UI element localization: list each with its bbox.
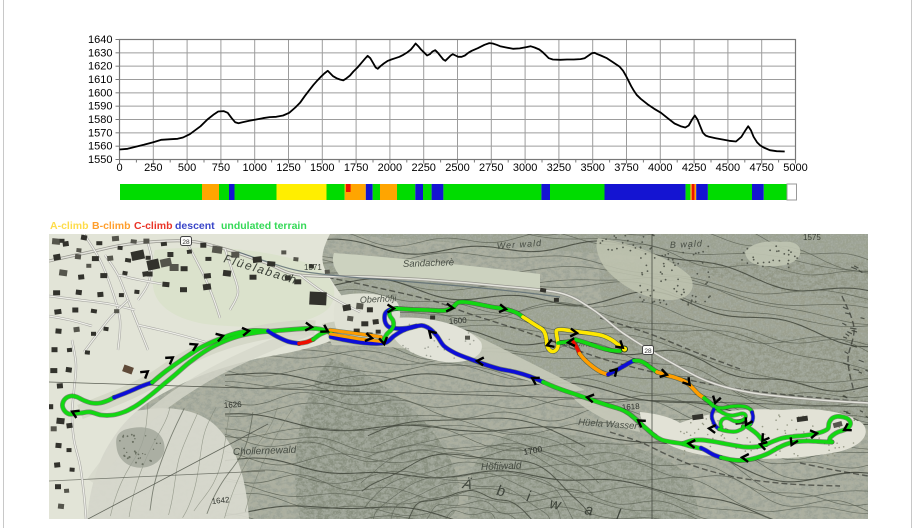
svg-text:1750: 1750 — [344, 162, 368, 174]
svg-text:Oberhöfji: Oberhöfji — [360, 293, 398, 305]
svg-text:1000: 1000 — [242, 162, 266, 174]
svg-text:l: l — [615, 506, 622, 523]
svg-text:Wer wald: Wer wald — [496, 238, 542, 251]
svg-text:750: 750 — [212, 162, 230, 174]
svg-text:1618: 1618 — [622, 402, 641, 412]
svg-text:3250: 3250 — [547, 162, 571, 174]
svg-text:2500: 2500 — [445, 162, 469, 174]
svg-text:a: a — [583, 501, 594, 519]
svg-text:4500: 4500 — [716, 162, 740, 174]
svg-text:1250: 1250 — [276, 162, 300, 174]
svg-text:1630: 1630 — [88, 47, 112, 59]
svg-text:1620: 1620 — [88, 61, 112, 73]
svg-text:1640: 1640 — [88, 34, 112, 46]
svg-text:1550: 1550 — [88, 154, 112, 166]
svg-text:descent: descent — [175, 220, 215, 232]
svg-text:1560: 1560 — [88, 141, 112, 153]
svg-text:1575: 1575 — [803, 233, 821, 242]
svg-text:1610: 1610 — [88, 74, 112, 86]
svg-text:w: w — [548, 495, 563, 514]
svg-text:2000: 2000 — [378, 162, 402, 174]
svg-text:Sandacherè: Sandacherè — [403, 257, 455, 270]
svg-text:4000: 4000 — [648, 162, 672, 174]
svg-text:3750: 3750 — [614, 162, 638, 174]
svg-text:28: 28 — [182, 239, 190, 246]
svg-text:5000: 5000 — [783, 162, 807, 174]
svg-text:Ä: Ä — [460, 475, 473, 493]
svg-text:1570: 1570 — [88, 127, 112, 139]
svg-text:2250: 2250 — [411, 162, 435, 174]
svg-text:undulated terrain: undulated terrain — [221, 220, 307, 232]
svg-text:3500: 3500 — [580, 162, 604, 174]
svg-text:Chollernewald: Chollernewald — [233, 445, 297, 458]
svg-text:B wald: B wald — [670, 238, 703, 250]
svg-text:1590: 1590 — [88, 101, 112, 113]
svg-text:28: 28 — [644, 348, 652, 355]
svg-text:0: 0 — [116, 162, 122, 174]
svg-text:Hüela Wasser: Hüela Wasser — [578, 417, 639, 432]
svg-text:1700: 1700 — [523, 444, 544, 457]
svg-text:3000: 3000 — [513, 162, 537, 174]
svg-text:1571: 1571 — [304, 263, 322, 272]
svg-text:b: b — [495, 482, 506, 500]
svg-text:B-climb: B-climb — [92, 220, 131, 232]
svg-text:500: 500 — [178, 162, 196, 174]
svg-text:4750: 4750 — [749, 162, 773, 174]
svg-text:1580: 1580 — [88, 114, 112, 126]
svg-text:250: 250 — [144, 162, 162, 174]
svg-text:4250: 4250 — [682, 162, 706, 174]
svg-text:2750: 2750 — [479, 162, 503, 174]
svg-text:1626: 1626 — [224, 400, 243, 410]
svg-text:Höfjiwald: Höfjiwald — [481, 461, 522, 473]
svg-text:A-climb: A-climb — [50, 220, 89, 232]
svg-text:C-climb: C-climb — [134, 220, 173, 232]
svg-text:1600: 1600 — [88, 87, 112, 99]
svg-text:i: i — [525, 488, 532, 505]
svg-text:1600: 1600 — [449, 316, 468, 326]
svg-text:1500: 1500 — [310, 162, 334, 174]
svg-text:1642: 1642 — [211, 495, 230, 506]
